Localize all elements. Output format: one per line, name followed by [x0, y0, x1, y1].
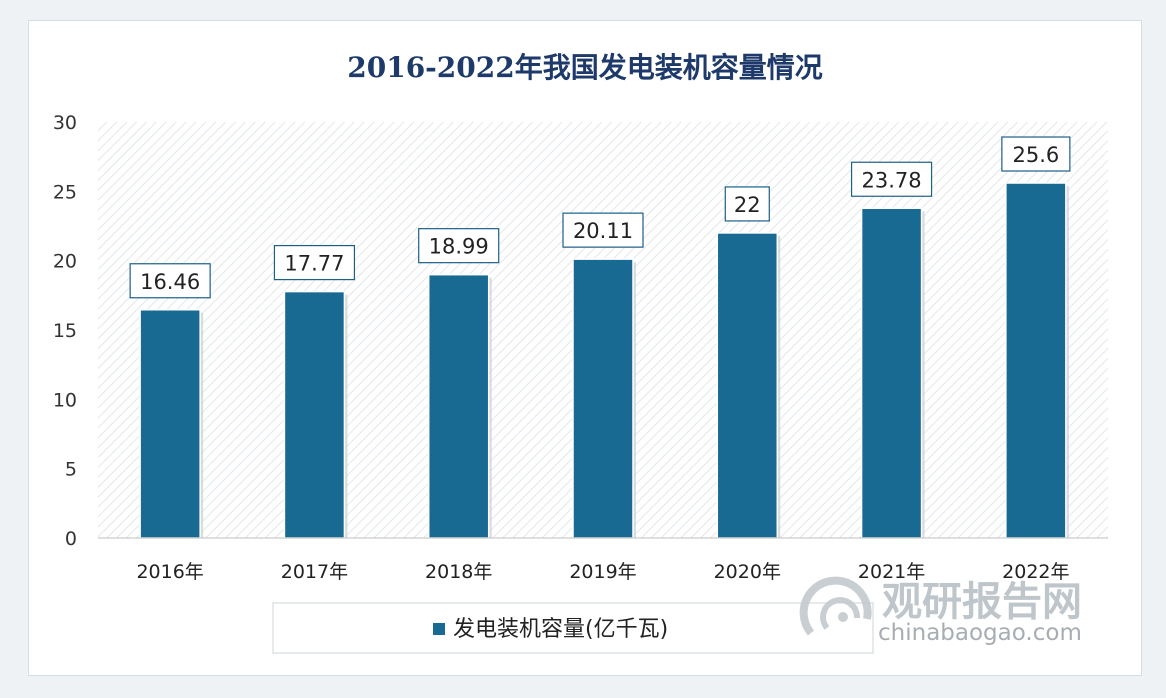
bar	[283, 290, 346, 539]
bar	[572, 258, 634, 539]
data-label-box	[273, 244, 356, 281]
chart-title: 2016-2022年我国发电装机容量情况	[347, 51, 822, 84]
legend-swatch	[433, 623, 445, 635]
x-tick-label: 2022年	[1002, 561, 1069, 583]
data-label: 16.46	[140, 270, 200, 294]
watermark: 观研报告网 chinabaogao.com	[799, 576, 1082, 646]
bar	[1005, 182, 1067, 539]
data-label-box	[129, 263, 211, 299]
data-label-box	[850, 161, 933, 197]
data-label-box	[562, 212, 644, 248]
x-tick-label: 2018年	[425, 561, 492, 583]
data-label: 17.77	[284, 252, 344, 276]
data-label: 22	[734, 193, 761, 217]
watermark-logo-icon	[799, 576, 872, 636]
x-tick-label: 2017年	[281, 561, 348, 583]
data-label: 23.78	[862, 168, 922, 192]
y-tick-label: 0	[65, 528, 77, 550]
data-label-box	[418, 228, 500, 264]
bar	[716, 232, 779, 539]
y-tick-label: 30	[53, 112, 77, 134]
x-tick-label: 2021年	[858, 561, 925, 583]
data-labels-group: 16.46 17.77 18.99 20.11 22 23.78 25.6	[129, 136, 1071, 299]
legend-box	[272, 602, 874, 654]
data-label-box	[724, 186, 770, 222]
y-tick-label: 20	[53, 251, 77, 273]
data-label-box	[1001, 136, 1071, 172]
bar	[860, 207, 923, 539]
y-tick-label: 15	[53, 320, 77, 342]
watermark-cn-text: 观研报告网	[882, 579, 1082, 625]
x-axis: 2016年 2017年 2018年 2019年 2020年 2021年 2022年	[136, 561, 1069, 583]
bars-group	[139, 182, 1069, 539]
bar	[427, 273, 490, 539]
data-label: 20.11	[573, 219, 633, 243]
y-tick-label: 5	[65, 459, 77, 481]
chart-card: 2016-2022年我国发电装机容量情况 0 5 10 15 20 25 30 16.46 1…	[28, 20, 1142, 676]
x-tick-label: 2019年	[569, 561, 636, 583]
y-axis: 0 5 10 15 20 25 30	[53, 112, 77, 550]
y-tick-label: 10	[53, 389, 77, 411]
data-label: 18.99	[429, 235, 489, 259]
x-tick-label: 2020年	[714, 561, 781, 583]
legend-label: 发电装机容量(亿千瓦)	[453, 617, 668, 642]
watermark-en-text: chinabaogao.com	[878, 620, 1082, 646]
y-tick-label: 25	[53, 181, 77, 203]
data-label: 25.6	[1012, 143, 1059, 167]
x-tick-label: 2016年	[136, 561, 203, 583]
bar	[139, 309, 201, 539]
legend: 发电装机容量(亿千瓦)	[272, 602, 874, 654]
